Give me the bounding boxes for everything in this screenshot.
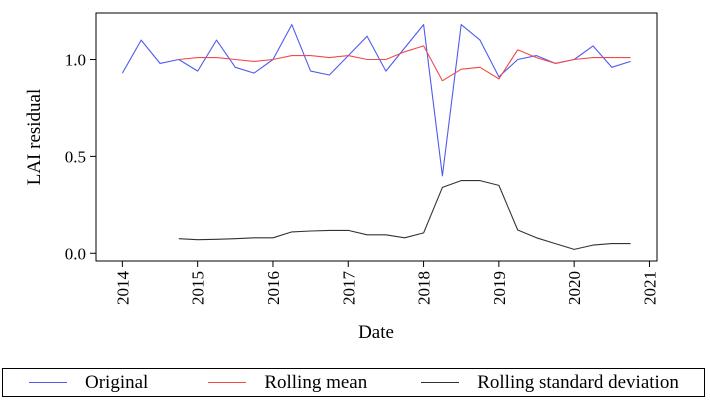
x-tick-label: 2018 bbox=[415, 271, 434, 305]
y-axis-title: LAI residual bbox=[24, 89, 45, 186]
x-tick-label: 2016 bbox=[264, 271, 283, 305]
legend-swatch-original bbox=[29, 382, 67, 383]
y-axis: 0.0 0.5 1.0 bbox=[65, 51, 96, 263]
series-line-rolling-standard-deviation bbox=[178, 180, 631, 250]
legend: Original Rolling mean Rolling standard d… bbox=[2, 368, 705, 397]
x-axis-title: Date bbox=[358, 322, 394, 343]
legend-item-rolling-mean: Rolling mean bbox=[208, 372, 367, 394]
x-tick-label: 2020 bbox=[565, 271, 584, 305]
legend-label-original: Original bbox=[85, 371, 149, 393]
line-chart: 0.00.51.0 2014 2015 2016 2017 2018 2019 2020 20… bbox=[24, 12, 659, 343]
legend-swatch-rolling-std bbox=[421, 382, 460, 383]
x-tick-label: 2021 bbox=[640, 271, 659, 305]
y-tick-label: 1.0 bbox=[65, 51, 86, 70]
legend-swatch-rolling-mean bbox=[208, 382, 247, 383]
y-tick-label: 0.5 bbox=[65, 147, 86, 166]
y-tick-label: 0.0 bbox=[65, 244, 86, 263]
plot-frame bbox=[95, 12, 658, 262]
x-tick-label: 2015 bbox=[189, 271, 208, 305]
legend-label-rolling-mean: Rolling mean bbox=[264, 371, 368, 393]
series-line-original bbox=[121, 24, 631, 177]
x-axis: 2014 2015 2016 2017 2018 2019 2020 2021 bbox=[113, 261, 659, 305]
x-tick-label: 2017 bbox=[339, 271, 358, 306]
x-tick-label: 2014 bbox=[113, 271, 132, 306]
legend-label-rolling-std: Rolling standard deviation bbox=[477, 371, 679, 393]
x-tick-label: 2019 bbox=[490, 271, 509, 305]
series-line-rolling-mean bbox=[178, 45, 631, 82]
series-lines bbox=[121, 24, 631, 250]
legend-item-rolling-std: Rolling standard deviation bbox=[421, 372, 679, 394]
legend-item-original: Original bbox=[29, 372, 148, 394]
